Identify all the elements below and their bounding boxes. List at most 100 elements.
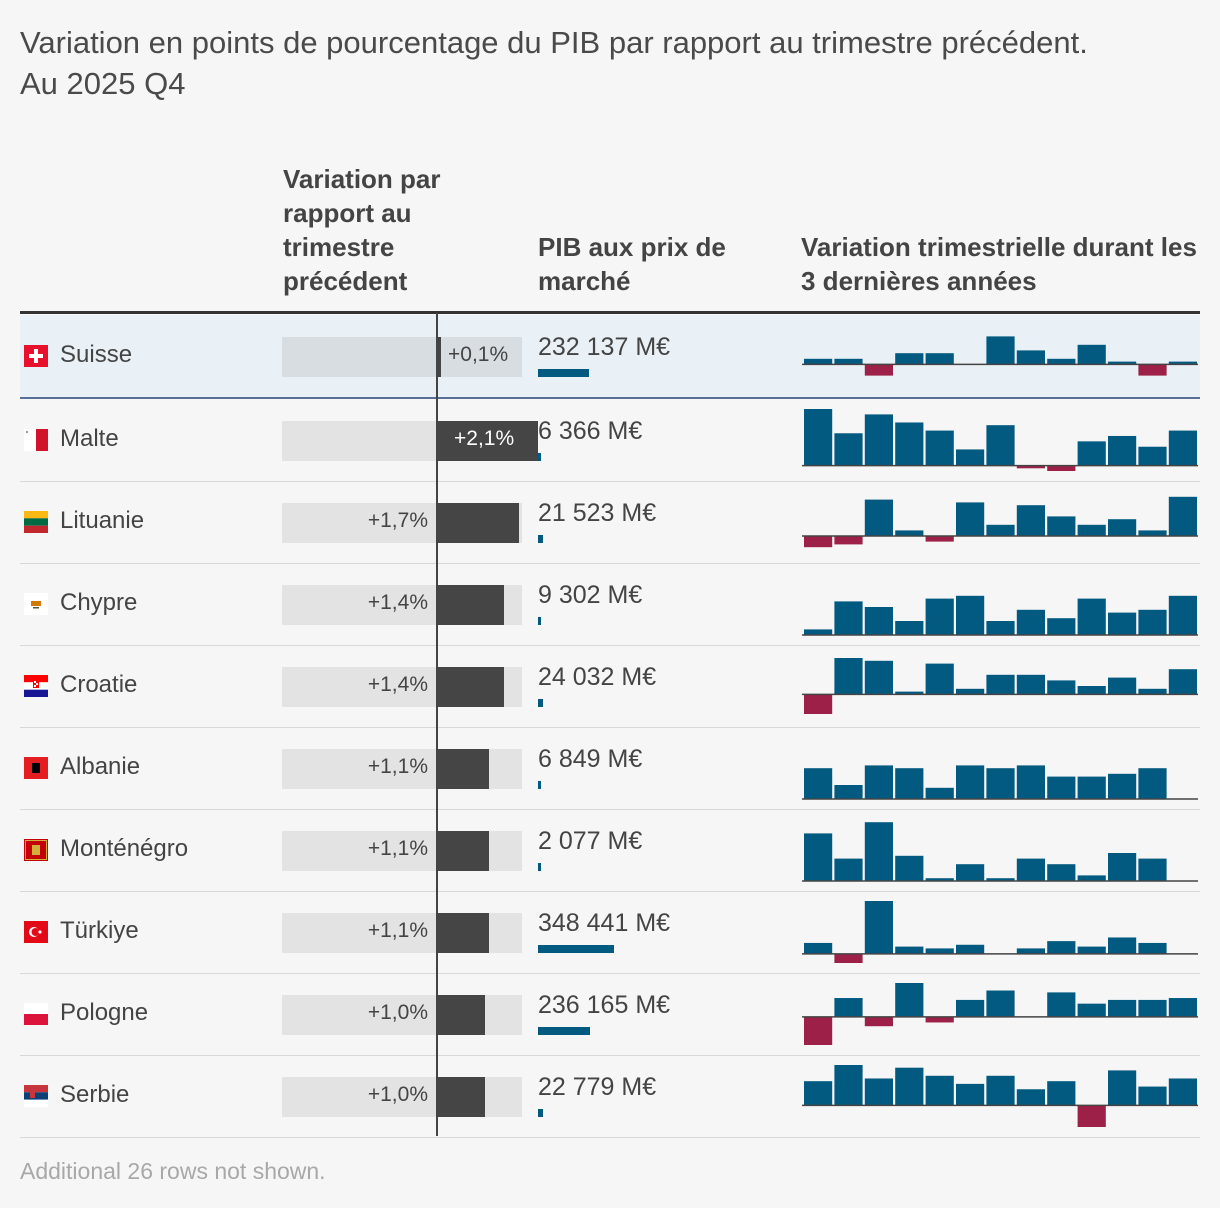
sparkline-bar bbox=[1016, 948, 1045, 954]
sparkline-bar bbox=[834, 858, 863, 881]
gdp-bar bbox=[538, 863, 541, 871]
sparkline-bar bbox=[925, 598, 954, 635]
country-name: Suisse bbox=[60, 341, 133, 368]
sparkline-bar bbox=[1047, 864, 1076, 881]
gdp-bar bbox=[538, 1027, 590, 1035]
swiss-flag-icon bbox=[24, 345, 48, 367]
change-label: +1,1% bbox=[367, 919, 428, 942]
sparkline-bar bbox=[804, 358, 833, 365]
sparkline bbox=[802, 595, 1198, 636]
sparkline-bar bbox=[925, 1075, 954, 1106]
sparkline bbox=[802, 822, 1198, 882]
gdp-bar bbox=[538, 699, 544, 707]
table-row: Albanie +1,1% 6 849 M€ bbox=[20, 727, 1200, 810]
sparkline-bar bbox=[1108, 435, 1137, 466]
sparkline-bar bbox=[1168, 430, 1197, 466]
sparkline-bar bbox=[804, 1081, 833, 1106]
lithuania-flag-icon bbox=[24, 511, 48, 533]
sparkline-bar bbox=[925, 430, 954, 466]
sparkline-bar bbox=[804, 409, 833, 466]
country-name: Serbie bbox=[60, 1081, 130, 1108]
sparkline-bar bbox=[986, 878, 1015, 881]
sparkline-bar bbox=[925, 878, 954, 881]
change-label: +1,1% bbox=[367, 837, 428, 860]
sparkline-bar bbox=[834, 785, 863, 799]
gdp-bar bbox=[538, 1109, 543, 1117]
sparkline-bar bbox=[1047, 680, 1076, 695]
chart-title: Variation en points de pourcentage du PI… bbox=[20, 22, 1200, 104]
sparkline-bar bbox=[1168, 998, 1197, 1017]
row-separator bbox=[20, 809, 1200, 810]
sparkline-bar bbox=[834, 358, 863, 365]
country-name: Albanie bbox=[60, 753, 141, 780]
gdp-value: 6 849 M€ bbox=[538, 745, 643, 773]
sparkline-bar bbox=[834, 601, 863, 635]
sparkline-bar bbox=[925, 353, 954, 365]
country-name: Malte bbox=[60, 425, 119, 452]
sparkline-bar bbox=[1077, 1003, 1106, 1017]
sparkline-bar bbox=[895, 946, 924, 954]
sparkline-bar bbox=[1138, 768, 1167, 799]
sparkline-bar bbox=[834, 433, 863, 466]
sparkline-bar bbox=[1077, 946, 1106, 954]
country-name: Pologne bbox=[60, 999, 149, 1026]
sparkline-bar bbox=[834, 998, 863, 1017]
sparkline-bar bbox=[1138, 609, 1167, 635]
sparkline-bar bbox=[1108, 519, 1137, 536]
gdp-bar bbox=[538, 617, 541, 625]
header-sparkline: Variation trimestrielle durant les 3 der… bbox=[801, 232, 1197, 296]
change-bar bbox=[436, 831, 490, 871]
sparkline-bar bbox=[1138, 858, 1167, 881]
row-separator bbox=[20, 973, 1200, 974]
change-bar bbox=[436, 337, 441, 377]
sparkline-bar bbox=[1138, 530, 1167, 536]
sparkline-bar bbox=[1108, 853, 1137, 881]
turkey-flag-icon bbox=[24, 921, 48, 943]
sparkline-bar bbox=[956, 765, 985, 799]
sparkline-bar bbox=[895, 530, 924, 536]
table-row: Pologne +1,0% 236 165 M€ bbox=[20, 973, 1200, 1056]
sparkline-bar bbox=[986, 1075, 1015, 1106]
sparkline-bar bbox=[1016, 1089, 1045, 1106]
sparkline-bar bbox=[956, 1083, 985, 1106]
sparkline bbox=[802, 496, 1198, 548]
sparkline-bar bbox=[1016, 674, 1045, 695]
change-label: +1,0% bbox=[367, 1001, 428, 1024]
sparkline-bar bbox=[1047, 358, 1076, 365]
sparkline-bar bbox=[804, 536, 833, 548]
sparkline bbox=[802, 765, 1198, 800]
sparkline-bar bbox=[1047, 992, 1076, 1017]
sparkline-bar bbox=[1047, 516, 1076, 536]
montenegro-flag-icon bbox=[24, 839, 48, 861]
sparkline-bar bbox=[1168, 669, 1197, 695]
sparkline bbox=[802, 409, 1198, 471]
sparkline-bar bbox=[1168, 496, 1197, 536]
table-row: Türkiye +1,1% 348 441 M€ bbox=[20, 891, 1200, 974]
gdp-bar bbox=[538, 781, 541, 789]
sparkline-bar bbox=[956, 999, 985, 1017]
change-label: +2,1% bbox=[454, 427, 515, 450]
change-label: +1,4% bbox=[367, 673, 428, 696]
sparkline-bar bbox=[925, 1016, 954, 1023]
cyprus-flag-icon bbox=[24, 593, 48, 615]
sparkline-bar bbox=[1016, 505, 1045, 536]
sparkline-bar bbox=[1138, 999, 1167, 1017]
sparkline-bar bbox=[864, 1078, 893, 1106]
gdp-value: 21 523 M€ bbox=[538, 499, 657, 527]
sparkline-bar bbox=[1168, 595, 1197, 635]
sparkline-bar bbox=[834, 953, 863, 963]
row-separator bbox=[20, 645, 1200, 646]
table-row: Lituanie +1,7% 21 523 M€ bbox=[20, 481, 1200, 564]
change-label: +0,1% bbox=[448, 343, 509, 366]
sparkline-bar bbox=[895, 983, 924, 1017]
sparkline bbox=[802, 901, 1198, 963]
sparkline-bar bbox=[1168, 361, 1197, 365]
sparkline-bar bbox=[986, 674, 1015, 695]
serbia-flag-icon bbox=[24, 1085, 48, 1107]
change-bar bbox=[436, 1077, 485, 1117]
sparkline-bar bbox=[1138, 364, 1167, 376]
sparkline-bar bbox=[956, 449, 985, 466]
sparkline-bar bbox=[1077, 686, 1106, 695]
country-name: Croatie bbox=[60, 671, 138, 698]
gdp-value: 236 165 M€ bbox=[538, 991, 671, 1019]
